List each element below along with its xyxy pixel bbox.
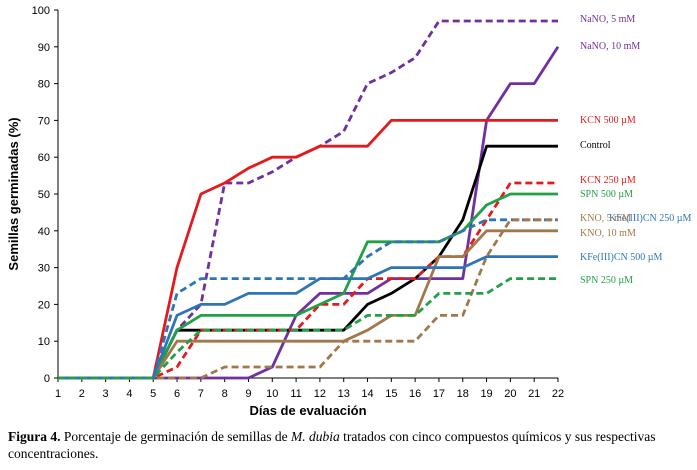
y-tick-label: 100 <box>32 5 50 17</box>
x-tick-label: 12 <box>314 388 326 400</box>
chart-axes <box>57 10 558 379</box>
y-axis-title: Semillas germinadas (%) <box>6 117 21 270</box>
series-label-9: KFe(III)CN 500 µM <box>580 252 663 263</box>
series-label-4: KCN 250 µM <box>580 175 636 186</box>
series-labels: NaNO, 5 mM NaNO, 10 mM KCN 500 µM Control KC… <box>580 14 692 286</box>
series-label-3: Control <box>580 140 611 151</box>
series-label-6: KFe(III)CN 250 µM <box>609 213 692 224</box>
x-tick-label: 13 <box>338 388 350 400</box>
series-line-2 <box>58 119 558 380</box>
y-tick-label: 70 <box>38 115 50 127</box>
x-tick-label: 3 <box>103 388 109 400</box>
y-tick-label: 60 <box>38 152 50 164</box>
series-label-0: NaNO, 5 mM <box>580 14 635 25</box>
x-axis-ticks: 1 2 3 4 5 6 7 8 9 10 11 12 13 14 15 16 17 18 19 20 21 22 <box>55 378 564 400</box>
y-tick-label: 0 <box>44 373 50 385</box>
series-line-9 <box>58 255 558 380</box>
caption-text-before: Porcentaje de germinación de semillas de <box>60 429 292 444</box>
y-axis-ticks: 0 10 20 30 40 50 60 70 80 90 100 <box>32 5 58 385</box>
series-label-7: KNO, 5 mM <box>580 213 631 224</box>
x-tick-label: 10 <box>266 388 278 400</box>
germination-chart: 1 2 3 4 5 6 7 8 9 10 11 12 13 14 15 16 17 18 19 20 21 22 0102… <box>6 5 692 418</box>
series-line-6 <box>58 218 558 380</box>
series-line-8 <box>58 229 558 380</box>
y-tick-label: 40 <box>38 226 50 238</box>
series-line-4 <box>58 181 558 380</box>
y-tick-label: 30 <box>38 263 50 275</box>
series-line-0 <box>58 19 558 380</box>
x-tick-label: 8 <box>222 388 228 400</box>
x-tick-label: 17 <box>433 388 445 400</box>
x-tick-label: 22 <box>552 388 564 400</box>
series-label-10: SPN 250 µM <box>580 275 633 286</box>
y-tick-label: 90 <box>38 42 50 54</box>
y-tick-label: 50 <box>38 189 50 201</box>
series-label-5: SPN 500 µM <box>580 189 633 200</box>
x-tick-label: 7 <box>198 388 204 400</box>
y-tick-label: 80 <box>38 79 50 91</box>
series-line-1 <box>58 46 560 380</box>
caption-text-after: tratados con cinco compuestos químicos y… <box>8 429 656 461</box>
series-label-8: KNO, 10 mM <box>580 228 636 239</box>
x-tick-label: 1 <box>55 388 61 400</box>
x-axis-title: Días de evaluación <box>249 403 366 418</box>
x-tick-label: 9 <box>245 388 251 400</box>
x-tick-label: 18 <box>457 388 469 400</box>
x-tick-label: 14 <box>361 388 373 400</box>
x-tick-label: 16 <box>409 388 421 400</box>
caption-label: Figura 4. <box>8 429 61 444</box>
x-tick-label: 2 <box>79 388 85 400</box>
x-tick-label: 5 <box>150 388 156 400</box>
series-line-5 <box>58 192 558 380</box>
x-tick-label: 20 <box>504 388 516 400</box>
series-line-10 <box>58 277 558 380</box>
series-lines <box>58 19 560 380</box>
y-tick-label: 10 <box>38 336 50 348</box>
series-label-2: KCN 500 µM <box>580 115 636 126</box>
x-tick-label: 6 <box>174 388 180 400</box>
x-tick-label: 21 <box>528 388 540 400</box>
x-tick-label: 19 <box>480 388 492 400</box>
series-label-1: NaNO, 10 mM <box>580 41 640 52</box>
series-line-7 <box>58 218 558 380</box>
y-tick-label: 20 <box>38 299 50 311</box>
figure-caption: Figura 4. Porcentaje de germinación de s… <box>8 428 688 462</box>
x-tick-label: 4 <box>126 388 132 400</box>
x-tick-label: 15 <box>385 388 397 400</box>
caption-species: M. dubia <box>291 429 340 444</box>
x-tick-label: 11 <box>290 388 301 400</box>
